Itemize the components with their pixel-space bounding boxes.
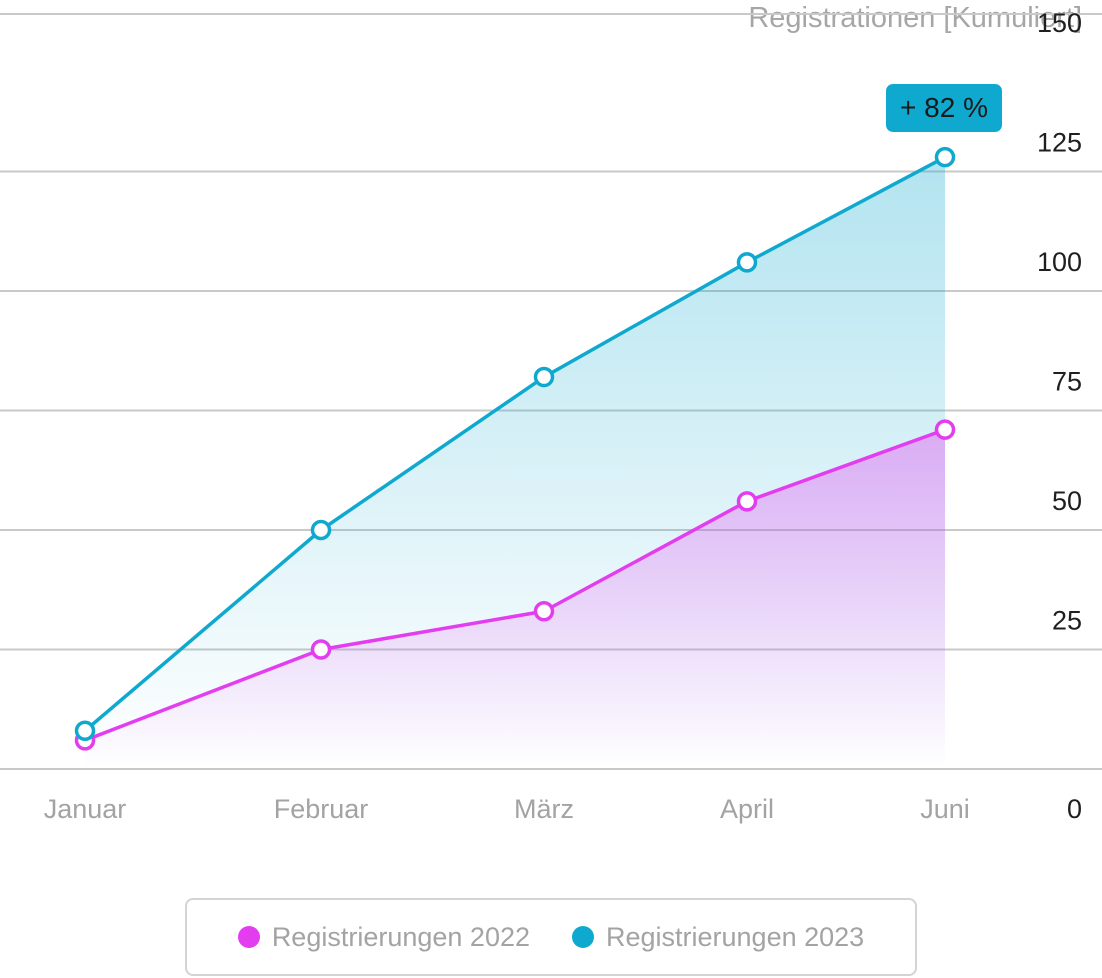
legend-item-2022[interactable]: Registrierungen 2022 [237, 921, 530, 953]
y-tick-label: 100 [1037, 247, 1082, 277]
data-point-series-0 [533, 601, 555, 622]
y-tick-label: 75 [1052, 367, 1082, 397]
data-point-series-1 [934, 146, 956, 168]
legend-item-2023[interactable]: Registrierungen 2023 [572, 922, 864, 953]
data-point-series-0 [736, 491, 758, 512]
growth-badge: + 82 % [886, 84, 1002, 132]
area-fill-series-0 [85, 429, 945, 769]
axis-ticks: 0 25 50 75 100 125 150 Januar Februar März April Ju… [44, 8, 1082, 824]
legend-dot-2022 [237, 926, 260, 948]
data-point-series-1 [533, 366, 555, 388]
y-tick-label: 150 [1037, 8, 1082, 38]
data-points [74, 146, 956, 751]
x-tick-label: Februar [274, 794, 369, 824]
legend-dot-2023 [572, 926, 594, 948]
y-tick-label: 125 [1037, 128, 1082, 158]
area-fills [85, 157, 945, 769]
data-point-series-1 [736, 252, 758, 273]
x-tick-label: Januar [44, 794, 127, 824]
y-tick-label: 0 [1067, 794, 1082, 824]
data-point-series-0 [934, 419, 956, 440]
data-point-series-1 [310, 519, 332, 541]
legend-label-2022: Registrierungen 2022 [271, 921, 530, 952]
x-tick-label: März [514, 794, 574, 824]
x-tick-label: April [720, 794, 774, 824]
y-tick-label: 50 [1052, 486, 1082, 516]
y-tick-label: 25 [1052, 606, 1082, 636]
x-tick-label: Juni [920, 794, 970, 824]
legend: Registrierungen 2022 Registrierungen 202… [185, 898, 917, 976]
data-point-series-1 [74, 720, 96, 742]
legend-label-2023: Registrierungen 2023 [606, 921, 865, 952]
data-point-series-0 [310, 639, 332, 660]
y-axis-title: Registrationen [Kumuliert] [748, 2, 1082, 34]
